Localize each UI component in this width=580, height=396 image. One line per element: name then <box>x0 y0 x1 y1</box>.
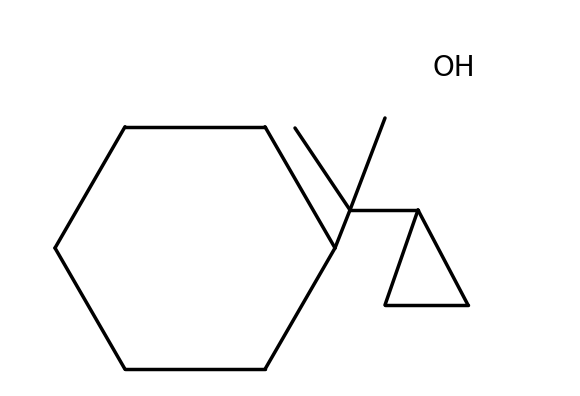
Text: OH: OH <box>432 54 474 82</box>
